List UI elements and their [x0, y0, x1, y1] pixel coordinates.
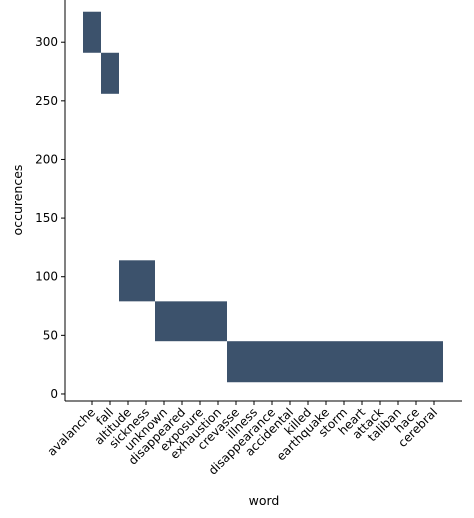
y-tick-label: 300 [35, 35, 58, 49]
heatmap-cell [227, 341, 443, 383]
y-tick-label: 0 [50, 387, 58, 401]
heatmap-cell [101, 52, 119, 94]
y-axis-title: occurences [10, 165, 25, 236]
x-ticks: avalanchefallaltitudesicknessunknowndisa… [45, 401, 440, 478]
heatmap-cells [83, 11, 443, 383]
heatmap-cell [119, 260, 155, 302]
x-tick-label: avalanche [45, 405, 99, 459]
y-ticks: 0 50 100 150 200 250 300 [35, 35, 65, 401]
y-tick-label: 250 [35, 94, 58, 108]
x-axis-title: word [249, 493, 280, 508]
heatmap-cell [83, 11, 101, 53]
y-tick-label: 150 [35, 211, 58, 225]
heatmap-cell [155, 301, 227, 342]
y-tick-label: 100 [35, 270, 58, 284]
y-tick-label: 50 [43, 328, 58, 342]
axes [64, 0, 462, 402]
y-tick-label: 200 [35, 152, 58, 166]
